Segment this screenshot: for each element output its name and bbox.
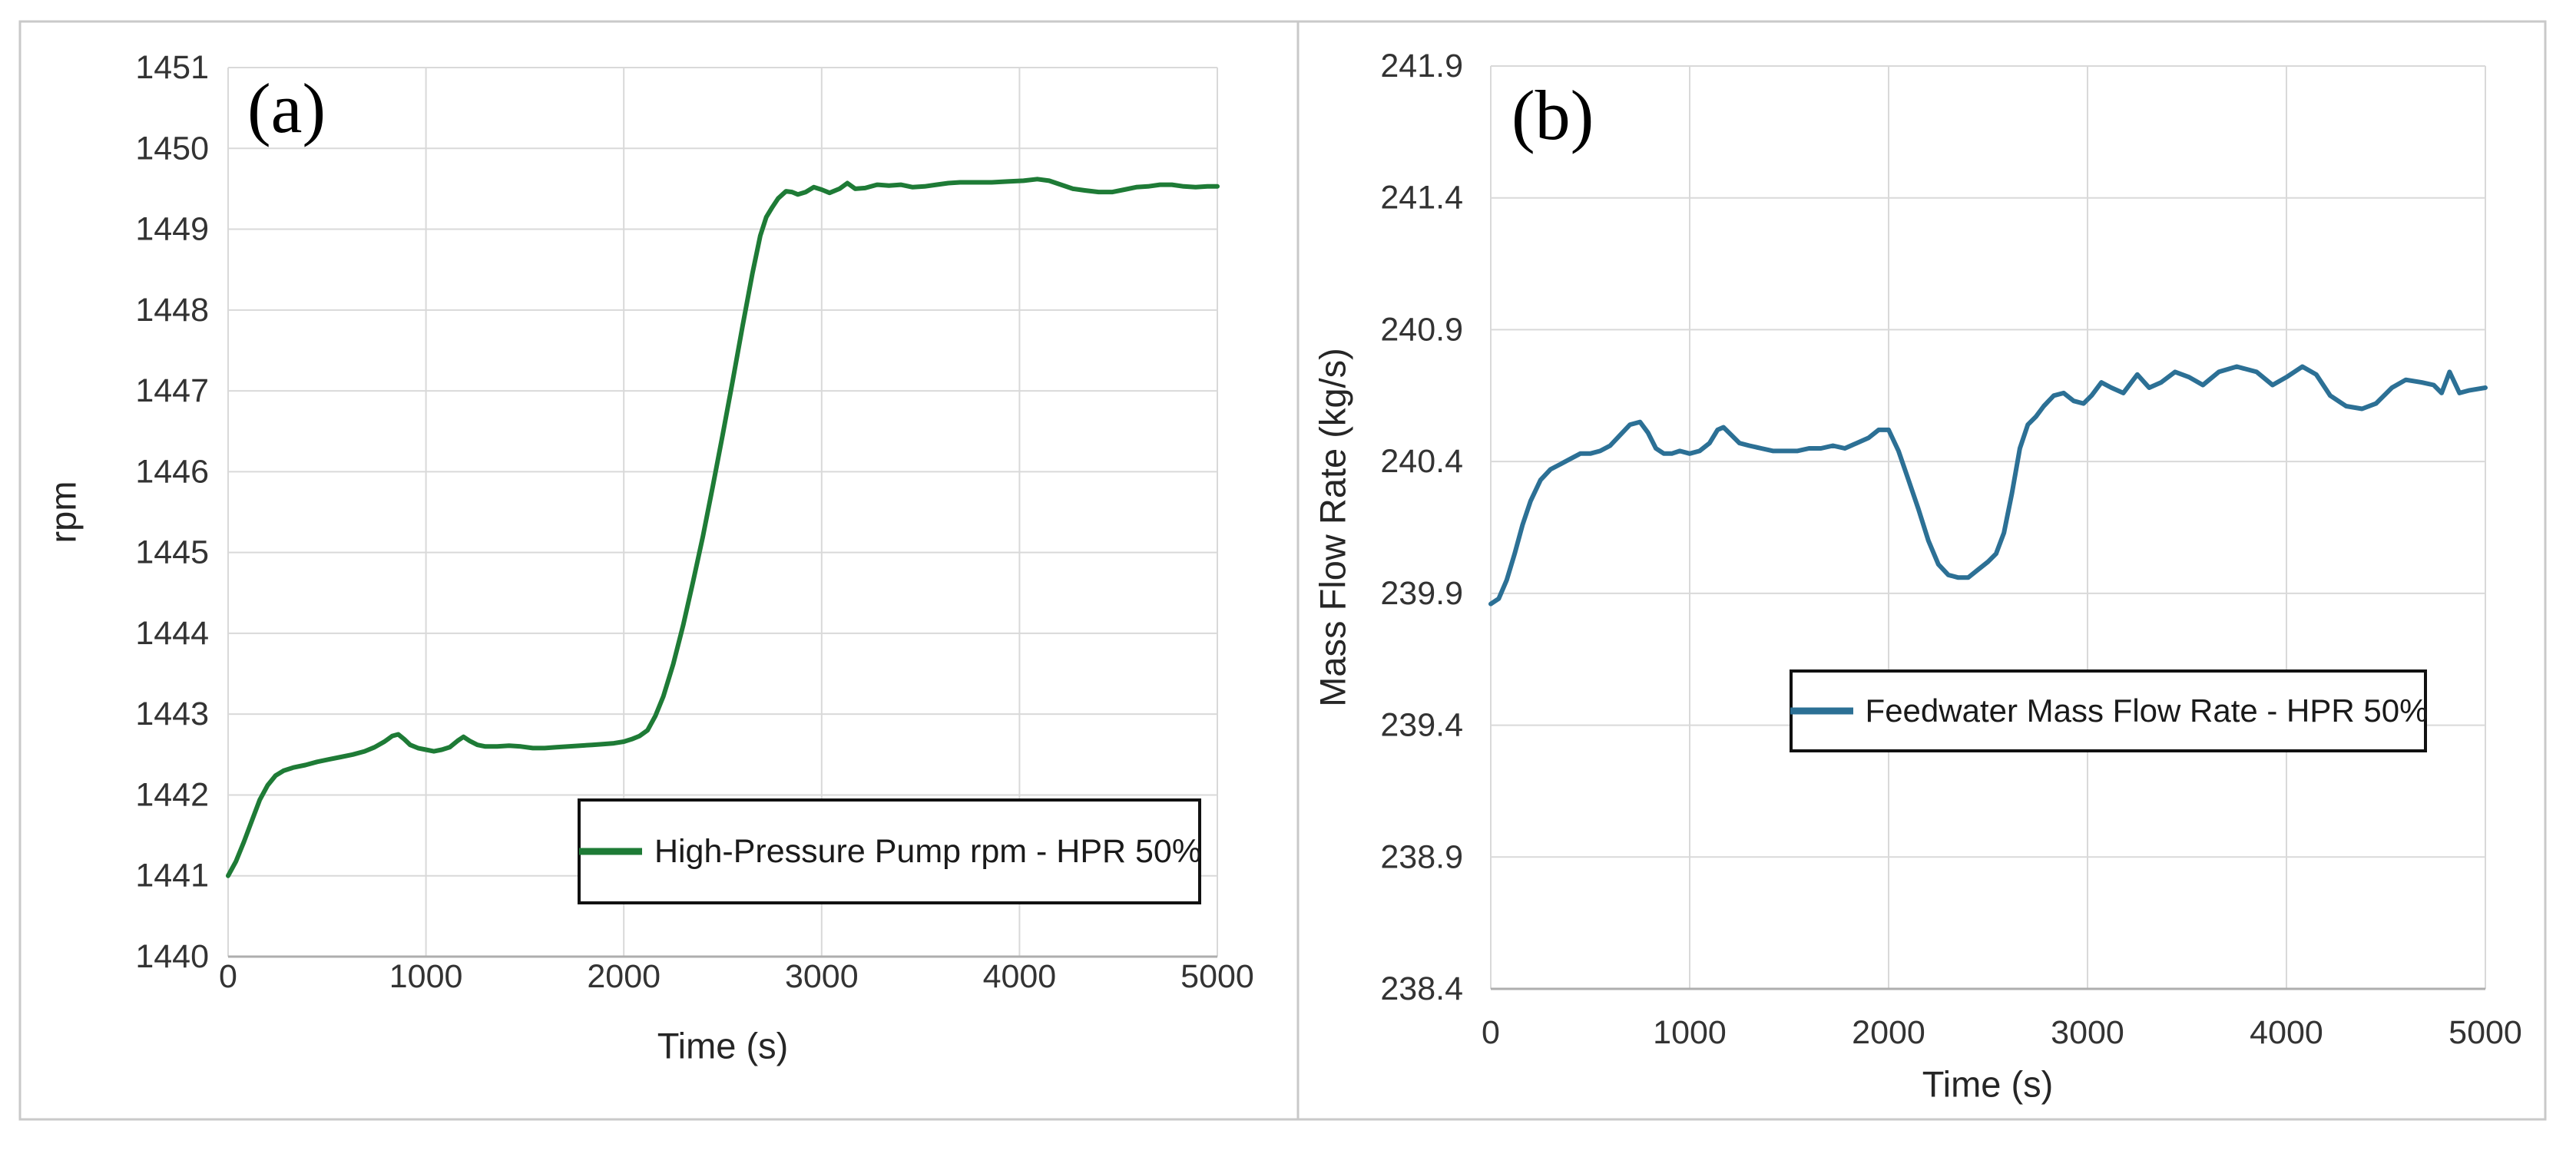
legend-a-label: High-Pressure Pump rpm - HPR 50% <box>654 832 1202 870</box>
y-tick-label: 1451 <box>135 49 209 86</box>
legend-line-sample-green <box>578 848 642 855</box>
rpm-axis-title: rpm <box>42 481 84 544</box>
y-tick-label: 241.9 <box>1380 48 1463 84</box>
time-axis-title-b: Time (s) <box>1922 1063 2054 1105</box>
y-tick-label: 1447 <box>135 372 209 409</box>
x-tick-label: 2000 <box>587 958 661 995</box>
y-tick-label: 1440 <box>135 938 209 975</box>
legend-a: High-Pressure Pump rpm - HPR 50% <box>578 798 1201 904</box>
panel-a-label: (a) <box>247 69 326 147</box>
y-tick-label: 239.9 <box>1380 575 1463 612</box>
x-tick-label: 1000 <box>389 958 463 995</box>
y-tick-label: 240.4 <box>1380 443 1463 480</box>
y-tick-label: 1445 <box>135 534 209 571</box>
mass-flow-axis-title: Mass Flow Rate (kg/s) <box>1312 348 1353 707</box>
x-tick-label: 5000 <box>2449 1014 2522 1051</box>
time-axis-title-a: Time (s) <box>657 1025 789 1066</box>
y-tick-label: 240.9 <box>1380 311 1463 348</box>
legend-b: Feedwater Mass Flow Rate - HPR 50% <box>1790 669 2429 752</box>
y-tick-label: 1441 <box>135 858 209 894</box>
x-tick-label: 0 <box>219 958 237 995</box>
rpm-series-line <box>226 177 1220 878</box>
y-tick-label: 1450 <box>135 130 209 167</box>
x-tick-label: 5000 <box>1180 958 1254 995</box>
y-tick-label: 1442 <box>135 776 209 813</box>
x-tick-label: 4000 <box>2250 1014 2323 1051</box>
y-tick-label: 1449 <box>135 211 209 248</box>
y-tick-label: 238.4 <box>1380 970 1463 1007</box>
y-tick-label: 1448 <box>135 292 209 329</box>
x-tick-label: 2000 <box>1852 1014 1925 1051</box>
y-tick-label: 241.4 <box>1380 180 1463 217</box>
panel-b-label: (b) <box>1511 76 1594 154</box>
y-tick-label: 239.4 <box>1380 707 1463 744</box>
x-tick-label: 3000 <box>2051 1014 2124 1051</box>
y-tick-label: 1446 <box>135 453 209 490</box>
feedwater-series-line <box>1488 364 2488 607</box>
x-tick-label: 0 <box>1482 1014 1500 1051</box>
x-tick-label: 4000 <box>983 958 1057 995</box>
y-tick-label: 1443 <box>135 696 209 732</box>
x-tick-label: 3000 <box>785 958 859 995</box>
y-tick-label: 238.9 <box>1380 838 1463 875</box>
figure-frame <box>18 20 2547 1121</box>
legend-line-sample-blue <box>1790 707 1853 715</box>
y-tick-label: 1444 <box>135 615 209 652</box>
legend-b-label: Feedwater Mass Flow Rate - HPR 50% <box>1865 693 2429 729</box>
x-tick-label: 1000 <box>1653 1014 1727 1051</box>
